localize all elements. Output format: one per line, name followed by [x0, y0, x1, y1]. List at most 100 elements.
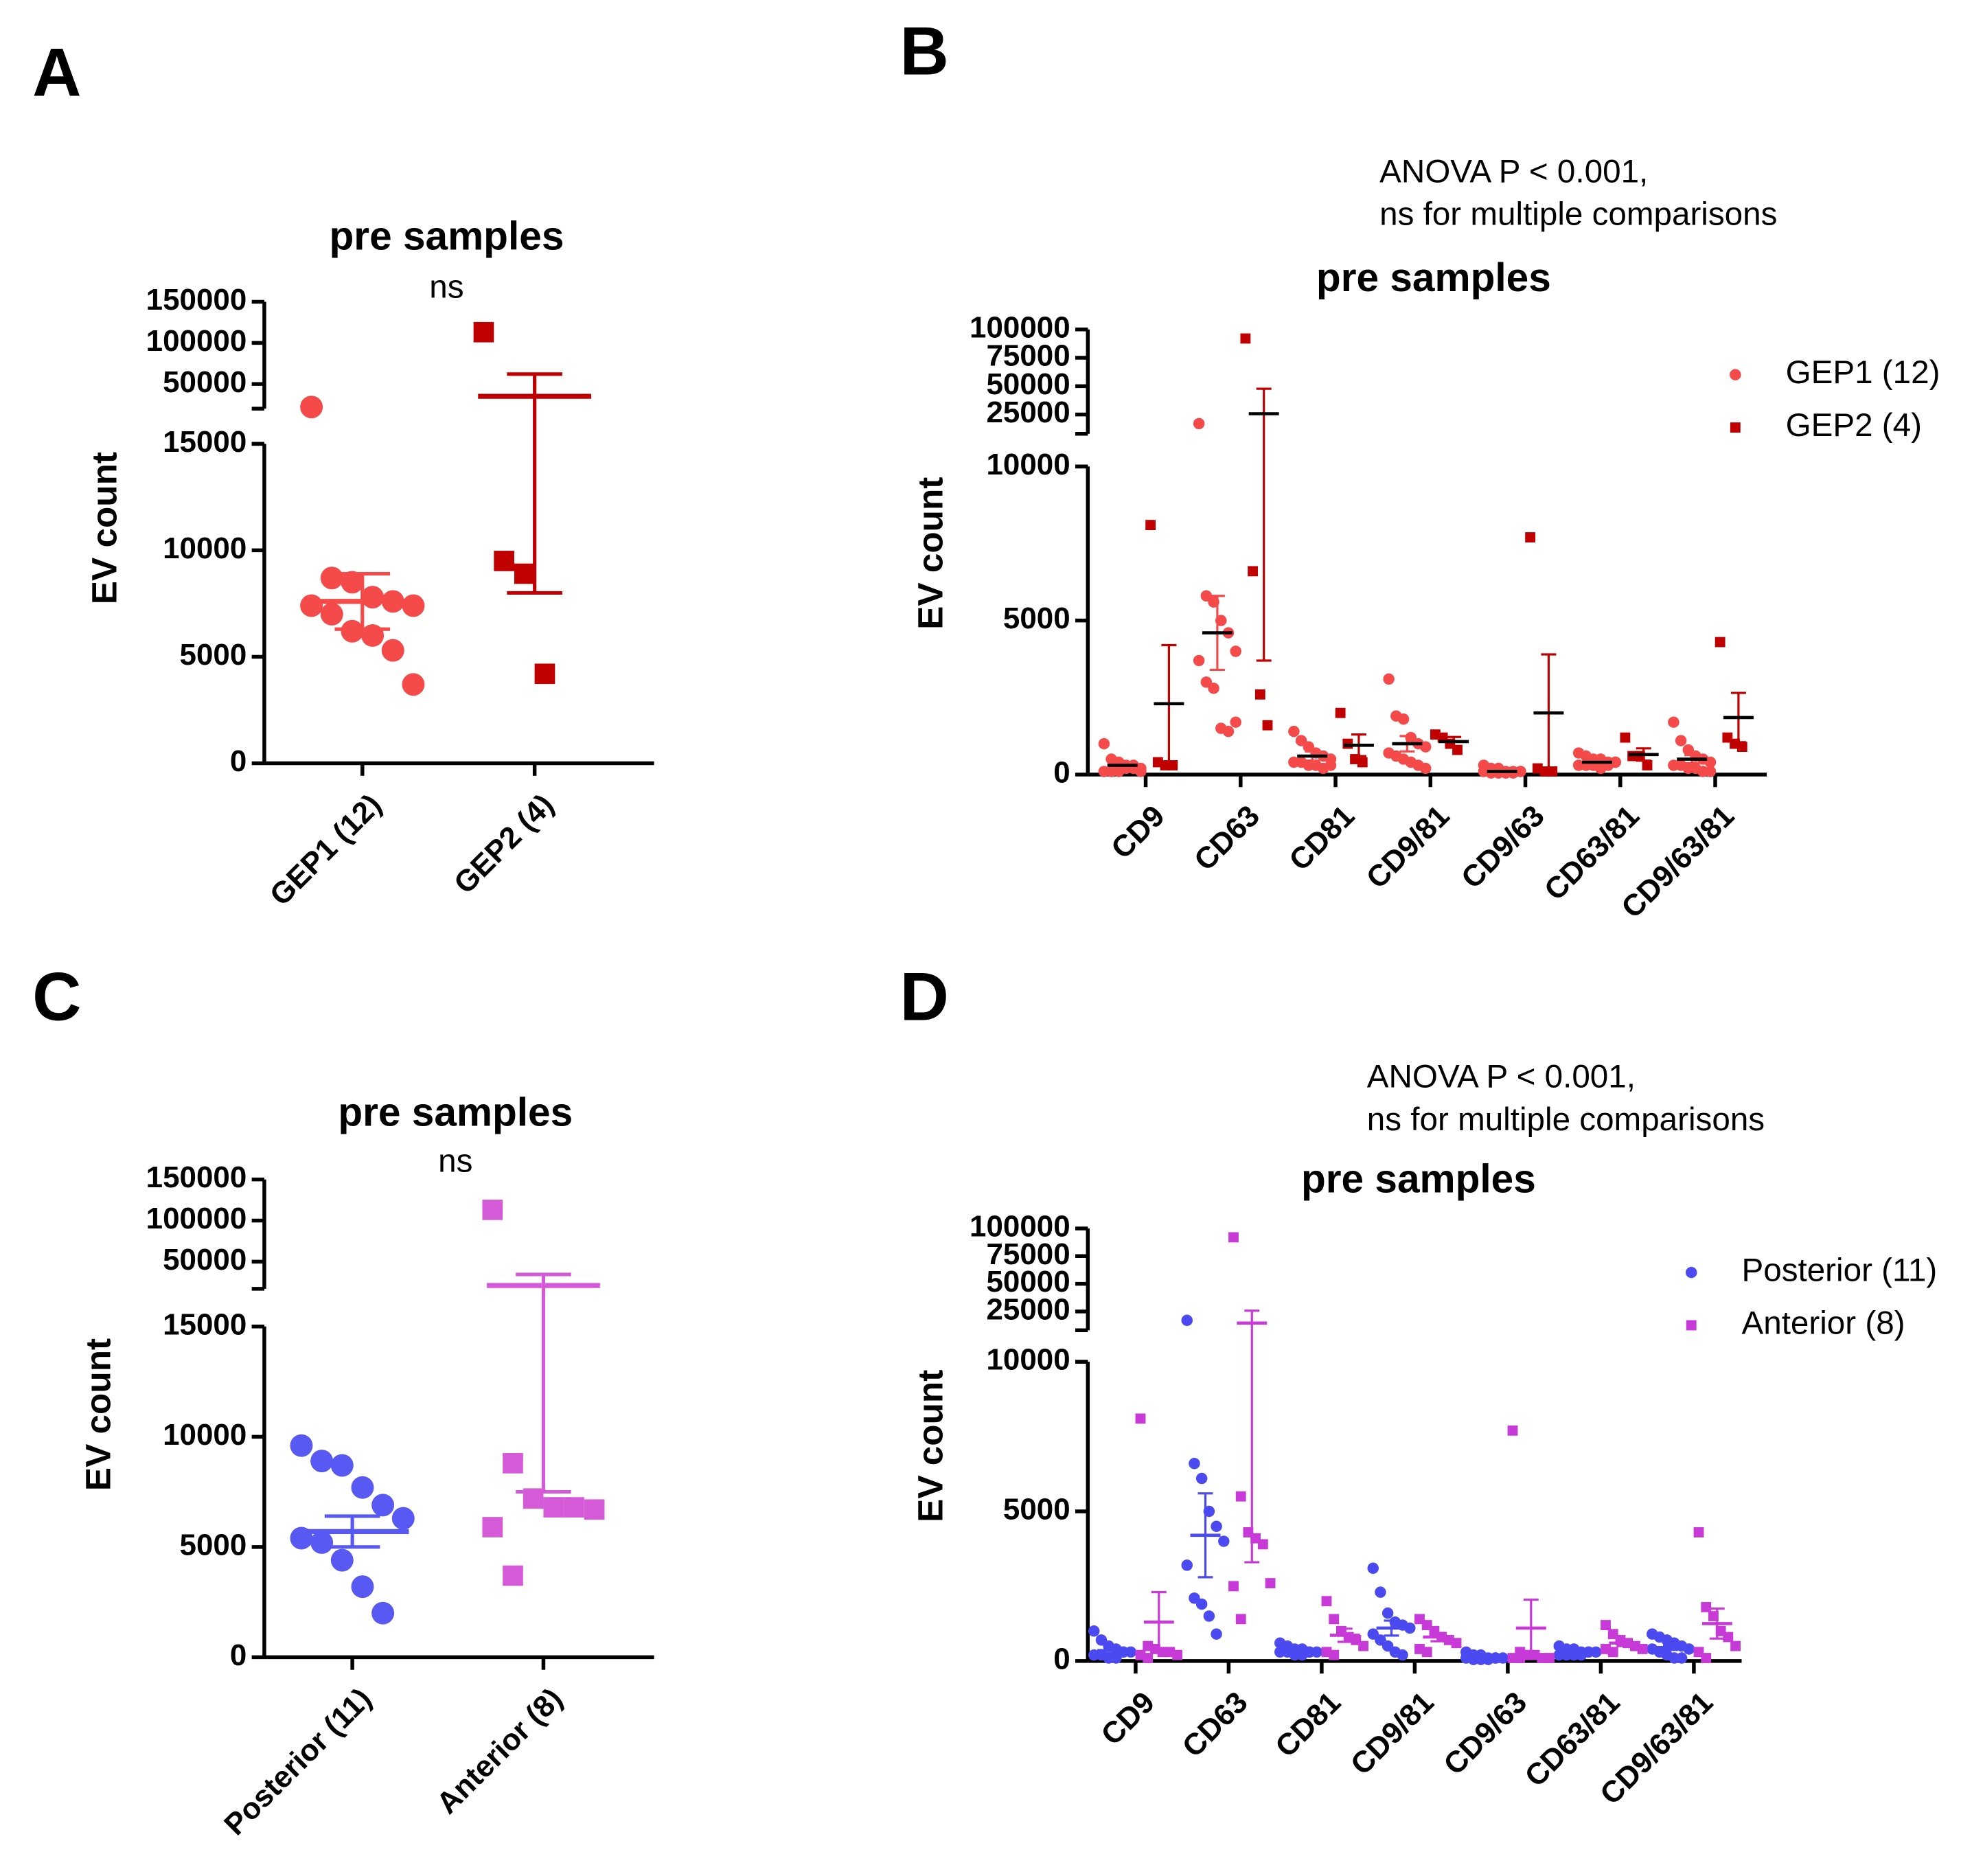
y-tick-label: 75000	[986, 1237, 1070, 1271]
y-tick-label: 25000	[986, 396, 1070, 429]
point	[1248, 566, 1259, 577]
point	[1135, 1413, 1146, 1424]
y-tick-label: 100000	[146, 324, 247, 358]
point	[1240, 333, 1251, 344]
point	[1235, 1491, 1246, 1502]
point	[1358, 1640, 1368, 1651]
point	[1208, 683, 1219, 694]
point	[300, 396, 323, 419]
point	[1708, 1611, 1719, 1621]
x-tick-label: CD63	[1188, 799, 1266, 878]
point	[473, 321, 494, 343]
y-tick-label: 15000	[163, 1307, 246, 1341]
point	[1704, 756, 1717, 768]
point	[1321, 1596, 1332, 1607]
point	[1404, 1622, 1416, 1634]
x-tick-label: CD9	[1094, 1685, 1161, 1752]
x-tick-label: CD63	[1176, 1685, 1254, 1763]
point	[1383, 673, 1395, 685]
y-tick-label: 0	[230, 744, 246, 778]
point	[1265, 1578, 1276, 1588]
y-tick-label: 100000	[970, 310, 1070, 344]
point	[1203, 1610, 1215, 1622]
legend-marker	[1686, 1320, 1697, 1331]
point	[1189, 1458, 1200, 1469]
y-tick-label: 50000	[986, 367, 1070, 401]
y-tick-label: 0	[230, 1638, 246, 1672]
panel-label: B	[900, 13, 949, 89]
point	[1193, 654, 1205, 667]
point	[1609, 756, 1621, 768]
point	[514, 563, 535, 584]
point	[402, 594, 425, 617]
chart-title: pre samples	[330, 214, 564, 258]
y-tick-label: 15000	[163, 425, 246, 459]
point	[1145, 520, 1156, 530]
y-tick-label: 50000	[163, 1243, 246, 1277]
point	[1715, 637, 1726, 648]
subtitle: ns	[438, 1143, 472, 1179]
point	[1288, 725, 1300, 737]
x-tick-label: GEP1 (12)	[264, 788, 388, 912]
y-tick-label: 75000	[986, 339, 1070, 373]
point	[1419, 741, 1432, 753]
point	[381, 639, 404, 662]
point	[1642, 760, 1653, 770]
point	[1723, 1632, 1734, 1643]
point	[330, 1454, 354, 1477]
point	[1515, 766, 1526, 777]
y-tick-label: 150000	[146, 1160, 247, 1194]
point	[1230, 645, 1241, 657]
y-tick-label: 10000	[163, 1418, 246, 1452]
y-tick-label: 0	[1053, 1642, 1070, 1675]
panel-label: A	[32, 34, 81, 111]
y-tick-label: 10000	[163, 531, 246, 565]
point	[1701, 1653, 1712, 1663]
point	[1195, 1598, 1208, 1610]
point	[1181, 1314, 1193, 1327]
point	[1143, 1653, 1154, 1663]
point	[543, 1497, 564, 1518]
panel-label: D	[900, 959, 949, 1035]
chart-title: pre samples	[1316, 255, 1551, 300]
point	[1544, 1653, 1555, 1663]
point	[1329, 1649, 1340, 1660]
point	[300, 594, 323, 617]
point	[1451, 1638, 1462, 1649]
annotation: ANOVA P < 0.001,	[1379, 153, 1648, 190]
y-axis-label: EV count	[911, 477, 950, 630]
y-axis-label: EV count	[78, 1338, 117, 1491]
point	[584, 1499, 605, 1520]
y-tick-label: 5000	[1003, 602, 1070, 635]
point	[341, 571, 364, 594]
point	[320, 602, 343, 626]
x-tick-label: CD9/63	[1455, 799, 1551, 895]
y-tick-label: 10000	[986, 448, 1070, 481]
point	[1262, 720, 1273, 731]
subtitle: ns	[429, 269, 463, 306]
point	[1135, 766, 1147, 777]
legend-label: GEP2 (4)	[1786, 407, 1922, 444]
point	[1195, 1472, 1208, 1485]
point	[503, 1565, 523, 1586]
y-tick-label: 5000	[1003, 1493, 1070, 1526]
point	[1601, 1620, 1611, 1631]
point	[371, 1494, 395, 1517]
legend-label: GEP1 (12)	[1786, 354, 1940, 391]
point	[1235, 1614, 1246, 1625]
point	[1515, 1653, 1526, 1663]
point	[351, 1476, 374, 1499]
panel-label: C	[32, 959, 81, 1035]
point	[1693, 1527, 1704, 1537]
y-tick-label: 5000	[180, 1528, 247, 1562]
point	[320, 567, 343, 590]
point	[1675, 1652, 1688, 1664]
legend-label: Posterior (11)	[1741, 1252, 1937, 1289]
point	[1507, 1425, 1518, 1436]
y-tick-label: 100000	[970, 1210, 1070, 1244]
point	[1421, 1647, 1432, 1658]
point	[1607, 1647, 1618, 1658]
point	[402, 673, 425, 696]
point	[482, 1517, 503, 1537]
x-tick-label: CD9/81	[1360, 799, 1456, 895]
